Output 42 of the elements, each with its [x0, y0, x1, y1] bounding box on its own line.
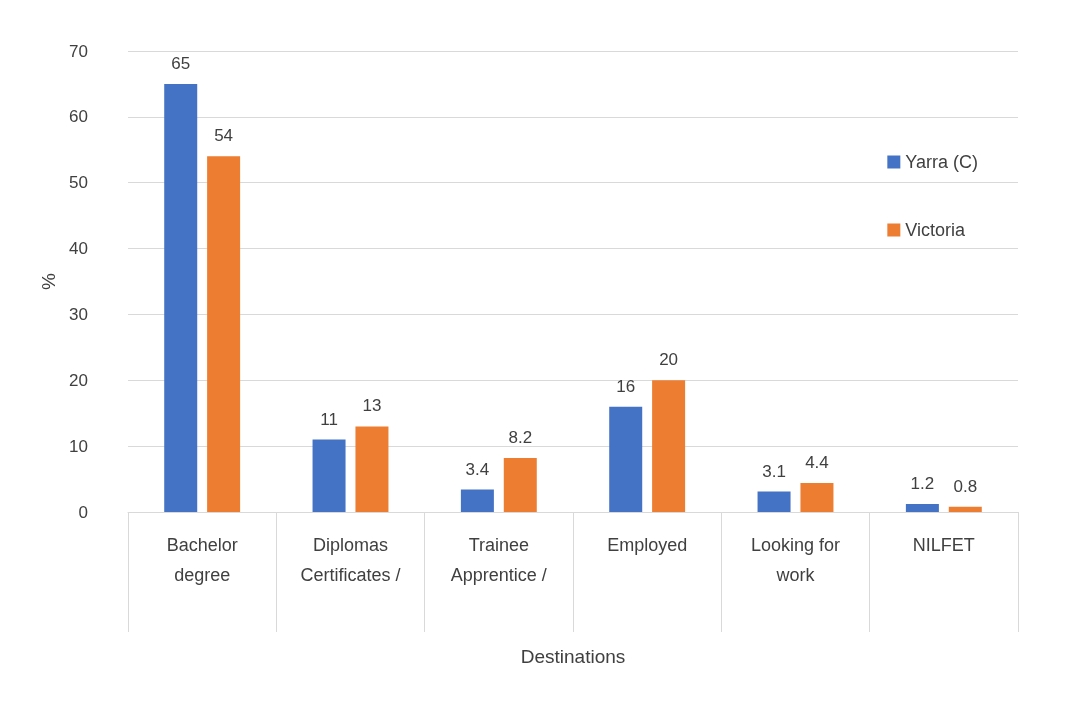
x-tick-label: NILFET — [912, 535, 975, 555]
x-tick-label: Bachelor degree — [166, 535, 238, 585]
bar — [312, 439, 346, 512]
x-tick-label: Diplomas Certificates / — [300, 535, 401, 585]
data-label: 16 — [616, 376, 636, 396]
data-label: 4.4 — [805, 453, 829, 473]
legend-label: Victoria — [905, 220, 967, 240]
bar — [800, 483, 834, 512]
bar — [609, 406, 643, 512]
bar — [460, 489, 494, 512]
y-tick-label: 50 — [69, 173, 88, 193]
bar — [948, 506, 982, 512]
data-label: 3.1 — [762, 461, 786, 481]
data-label: 3.4 — [465, 459, 490, 479]
x-tick-label: Trainee Apprentice / — [450, 535, 547, 585]
data-label: 11 — [320, 409, 338, 429]
bar — [652, 380, 686, 512]
bar — [355, 426, 389, 512]
bar — [503, 458, 537, 512]
y-tick-label: 60 — [69, 107, 88, 127]
legend-label: Yarra (C) — [905, 152, 978, 172]
bar — [905, 504, 939, 512]
y-axis-title: % — [38, 272, 59, 290]
data-label: 8.2 — [508, 428, 533, 447]
x-tick-label: Employed — [607, 535, 688, 555]
data-label: 54 — [214, 126, 234, 146]
x-tick-label: Looking for work — [750, 535, 841, 585]
bar — [164, 83, 198, 512]
y-tick-label: 40 — [69, 239, 88, 259]
data-label: 0.8 — [953, 476, 978, 496]
y-tick-label: 30 — [69, 304, 88, 324]
bar — [757, 491, 791, 512]
data-label: 13 — [362, 396, 382, 416]
y-tick-label: 70 — [69, 41, 88, 61]
data-label: 1.2 — [910, 474, 935, 494]
bar — [207, 156, 241, 512]
y-tick-label: 0 — [78, 502, 88, 522]
y-tick-label: 20 — [69, 370, 88, 390]
x-axis-title: Destinations — [520, 646, 626, 667]
data-label: 20 — [659, 350, 679, 370]
y-tick-label: 10 — [69, 436, 88, 456]
data-label: 65 — [171, 53, 191, 73]
